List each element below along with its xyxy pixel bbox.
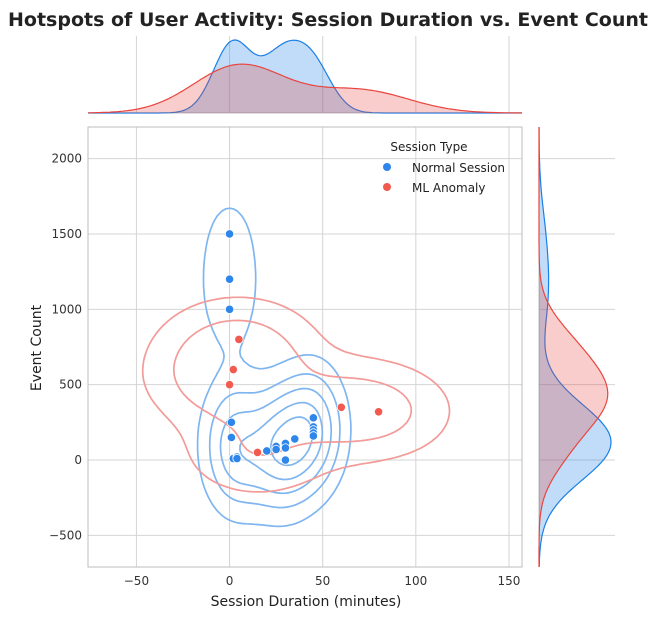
right-density-fill-ml-anomaly: [539, 127, 608, 567]
y-tick-label: 1500: [51, 227, 82, 241]
point-ml-anomaly: [336, 402, 346, 412]
x-tick-label: 0: [226, 574, 234, 588]
top-density-line-ml-anomaly: [88, 63, 522, 114]
point-normal-session: [224, 229, 235, 239]
right-density-line-normal-session: [538, 126, 612, 568]
x-tick-label: −50: [124, 574, 149, 588]
point-ml-anomaly: [224, 380, 235, 390]
point-normal-session: [226, 417, 237, 427]
kde-contour-ml-anomaly: [172, 319, 413, 456]
point-ml-anomaly: [228, 365, 238, 375]
x-tick-label: 100: [404, 574, 427, 588]
point-normal-session: [280, 455, 291, 465]
point-normal-session: [280, 443, 291, 453]
point-normal-session: [308, 431, 318, 441]
point-normal-session: [262, 446, 272, 456]
top-density-fill-normal-session: [88, 40, 522, 113]
y-tick-label: −500: [49, 528, 82, 542]
point-ml-anomaly: [373, 407, 384, 417]
point-ml-anomaly: [234, 334, 244, 345]
point-normal-session: [271, 444, 281, 455]
point-ml-anomaly: [252, 447, 263, 458]
legend-marker-normal-session: [383, 163, 391, 171]
x-axis-label: Session Duration (minutes): [211, 594, 402, 610]
x-tick-label: 50: [315, 574, 330, 588]
y-tick-label: 0: [74, 453, 82, 467]
x-tick-label: 150: [498, 574, 521, 588]
legend: Session Type Normal Session ML Anomaly: [383, 140, 505, 195]
point-normal-session: [308, 413, 318, 423]
legend-title: Session Type: [390, 140, 467, 154]
y-axis-label: Event Count: [29, 304, 45, 391]
legend-label-normal-session: Normal Session: [412, 161, 505, 175]
legend-label-ml-anomaly: ML Anomaly: [412, 181, 486, 195]
legend-marker-ml-anomaly: [383, 183, 391, 191]
kde-contour-normal-session: [196, 207, 352, 528]
point-normal-session: [224, 304, 235, 314]
right-density-fill-normal-session: [539, 127, 611, 567]
kde-contour-normal-session: [239, 401, 324, 481]
y-tick-label: 500: [59, 378, 82, 392]
kde-contour-normal-session: [208, 373, 341, 509]
point-normal-session: [226, 432, 237, 443]
chart-title: Hotspots of User Activity: Session Durat…: [8, 9, 648, 31]
point-normal-session: [290, 434, 300, 444]
y-tick-label: 2000: [51, 152, 82, 166]
top-marginal-density: [88, 36, 522, 114]
top-density-line-normal-session: [88, 39, 522, 114]
kde-contour-normal-session: [219, 387, 333, 495]
point-normal-session: [224, 274, 235, 284]
plot-frame: [87, 126, 523, 568]
y-tick-label: 1000: [51, 302, 82, 316]
point-normal-session: [232, 453, 242, 464]
right-density-line-ml-anomaly: [538, 127, 609, 567]
kde-contour-ml-anomaly: [141, 296, 451, 493]
right-marginal-density: [538, 126, 615, 568]
